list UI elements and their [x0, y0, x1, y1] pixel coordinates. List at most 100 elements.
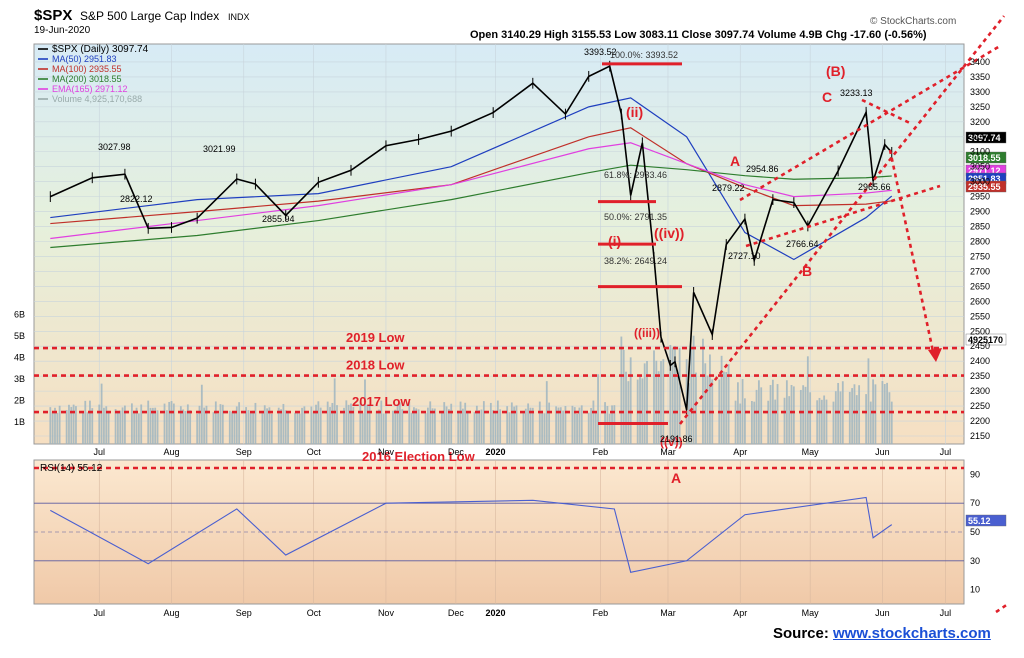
volume-bar: [559, 407, 562, 444]
price-label: 2965.66: [858, 182, 891, 192]
volume-bar: [629, 357, 632, 444]
volume-bar: [841, 381, 844, 444]
volume-bar: [413, 407, 415, 444]
source-credit: Source: www.stockcharts.com: [773, 625, 991, 642]
volume-bar: [802, 385, 805, 444]
x-tick-label: Jun: [875, 608, 890, 618]
price-label: 2954.86: [746, 164, 779, 174]
x-tick-label: Jul: [940, 608, 952, 618]
volume-bar: [489, 402, 492, 444]
volume-bar: [261, 411, 264, 444]
label-wave-A-bottom: A: [671, 470, 681, 486]
volume-bar: [154, 407, 157, 444]
volume-bar: [820, 399, 823, 444]
value-badge-text: 3097.74: [968, 133, 1001, 143]
legend-entry: MA(100) 2935.55: [52, 64, 122, 74]
volume-bar: [317, 401, 320, 444]
source-prefix: Source:: [773, 625, 834, 642]
projection-arrow-head: [928, 348, 942, 362]
x-tick-label: Aug: [164, 447, 180, 457]
rsi-tick-label: 70: [970, 498, 980, 508]
volume-bar: [620, 336, 623, 444]
rsi-line: [50, 496, 893, 573]
volume-bar: [622, 349, 625, 444]
volume-bar: [266, 408, 268, 444]
volume-bar: [555, 406, 558, 444]
trendline-rsi-marker: [995, 602, 1009, 614]
price-label: 2727.10: [728, 251, 761, 261]
volume-bar: [361, 413, 364, 444]
volume-bar: [394, 409, 397, 444]
price-label: 2766.64: [786, 239, 819, 249]
price-label: 3021.99: [203, 144, 236, 154]
volume-bar: [277, 407, 280, 444]
rsi-series: [50, 496, 893, 573]
volume-bar: [117, 412, 119, 444]
x-tick-label: Jul: [94, 447, 106, 457]
volume-bar: [790, 384, 793, 444]
volume-bar: [562, 410, 564, 444]
ma-line-1: [50, 97, 893, 261]
volume-bar: [459, 401, 462, 444]
volume-bar: [198, 405, 201, 444]
volume-bar: [170, 401, 173, 444]
price-tick-label: 2250: [970, 401, 990, 411]
volume-tick-label: 1B: [14, 417, 25, 427]
volume-bar: [855, 395, 858, 444]
volume-bar: [578, 407, 581, 444]
x-tick-label: Dec: [448, 447, 465, 457]
volume-bar: [473, 412, 476, 444]
x-tick-label: Oct: [307, 608, 322, 618]
value-badge-text: 3018.55: [968, 153, 1001, 163]
volume-bar: [58, 405, 61, 444]
volume-bar: [660, 360, 662, 444]
label-wave-C: C: [822, 89, 832, 105]
volume-bar: [529, 407, 532, 444]
label-wave-iii: ((iii)): [634, 326, 660, 340]
volume-bar: [447, 409, 450, 444]
ma-line-3: [50, 164, 892, 249]
volume-bar: [886, 382, 888, 444]
volume-bar: [792, 386, 795, 444]
index-name: S&P 500 Large Cap Index: [80, 9, 219, 23]
volume-bar: [874, 384, 877, 444]
source-link[interactable]: www.stockcharts.com: [833, 625, 991, 642]
volume-bar: [741, 379, 744, 444]
volume-bar: [89, 400, 91, 444]
volume-bar: [68, 404, 70, 444]
price-tick-label: 3250: [970, 102, 990, 112]
volume-bar: [233, 412, 236, 444]
volume-bar: [105, 406, 108, 444]
volume-bar: [98, 404, 101, 444]
volume-bar: [769, 385, 772, 444]
volume-bar: [720, 355, 723, 444]
volume-bar: [399, 402, 401, 444]
volume-bar: [725, 371, 728, 444]
value-badge: [965, 131, 1007, 144]
rsi-tick-label: 10: [970, 585, 980, 595]
volume-bar: [890, 401, 893, 444]
volume-bar: [296, 411, 299, 444]
volume-bar: [84, 400, 87, 444]
legend-entry: Volume 4,925,170,688: [52, 94, 142, 104]
fib-label: 61.8%: 2933.46: [604, 170, 667, 180]
volume-bar: [119, 410, 122, 444]
volume-bar: [429, 401, 432, 444]
volume-bar: [331, 402, 334, 444]
volume-bar: [91, 408, 94, 444]
volume-bar: [312, 412, 315, 444]
volume-bar: [482, 401, 485, 444]
annotations: 2019 Low 2018 Low 2017 Low 2016 Election Lo…: [34, 15, 1009, 614]
price-tick-label: 2150: [970, 431, 990, 441]
volume-bar: [445, 406, 448, 444]
volume-bar: [545, 381, 548, 444]
volume-bar: [883, 384, 886, 444]
value-badge-text: 2971.12: [968, 166, 1001, 176]
volume-bar: [359, 401, 362, 444]
volume-bar: [401, 409, 404, 444]
volume-bar: [450, 403, 453, 444]
x-tick-label: May: [802, 608, 820, 618]
volume-bar: [816, 400, 819, 444]
volume-bar: [427, 407, 429, 444]
